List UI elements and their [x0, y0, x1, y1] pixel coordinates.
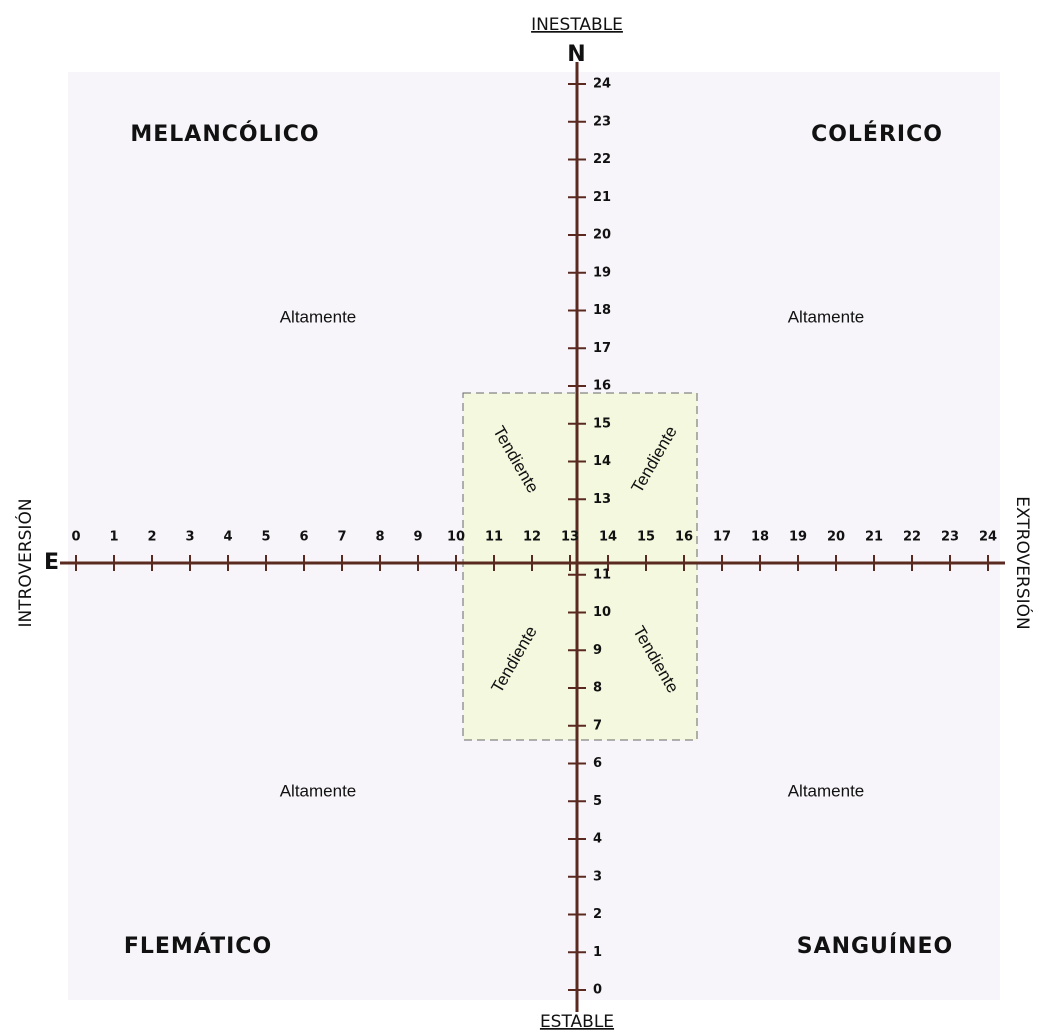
x-tick-label: 9 — [413, 530, 422, 545]
x-tick-label: 21 — [865, 530, 883, 545]
quadrant-name: COLÉRICO — [811, 121, 943, 147]
y-tick-label: 9 — [593, 643, 602, 658]
bottom-label: ESTABLE — [540, 1012, 614, 1032]
left-letter: E — [44, 550, 60, 575]
y-tick-label: 0 — [593, 983, 602, 998]
x-tick-label: 6 — [299, 530, 308, 545]
y-tick-label: 5 — [593, 794, 602, 809]
x-tick-label: 20 — [827, 530, 845, 545]
x-tick-label: 15 — [637, 530, 655, 545]
x-tick-label: 22 — [903, 530, 921, 545]
x-tick-label: 10 — [447, 530, 465, 545]
y-tick-label: 13 — [593, 492, 611, 507]
quadrant-name: FLEMÁTICO — [124, 933, 272, 959]
x-tick-label: 18 — [751, 530, 769, 545]
x-tick-label: 5 — [261, 530, 270, 545]
y-tick-label: 7 — [593, 718, 602, 733]
quadrant-level: Altamente — [280, 307, 357, 326]
x-tick-label: 2 — [147, 530, 156, 545]
quadrant-name: MELANCÓLICO — [130, 121, 319, 147]
x-tick-label: 11 — [485, 530, 503, 545]
y-tick-label: 19 — [593, 265, 611, 280]
y-tick-label: 6 — [593, 756, 602, 771]
y-tick-label: 17 — [593, 341, 611, 356]
x-tick-label: 23 — [941, 530, 959, 545]
y-tick-label: 14 — [593, 454, 611, 469]
y-tick-label: 4 — [593, 832, 602, 847]
y-tick-label: 16 — [593, 379, 611, 394]
y-tick-label: 1 — [593, 945, 602, 960]
x-tick-label: 3 — [185, 530, 194, 545]
x-tick-label: 13 — [561, 530, 579, 545]
y-tick-label: 15 — [593, 416, 611, 431]
y-tick-label: 8 — [593, 681, 602, 696]
x-tick-label: 14 — [599, 530, 617, 545]
y-tick-label: 2 — [593, 907, 602, 922]
x-tick-label: 8 — [375, 530, 384, 545]
quadrant-level: Altamente — [280, 781, 357, 800]
right-label: EXTROVERSIÓN — [1012, 496, 1034, 629]
y-tick-label: 23 — [593, 114, 611, 129]
quadrant-level: Altamente — [788, 781, 865, 800]
y-tick-label: 11 — [593, 567, 611, 582]
y-tick-label: 3 — [593, 869, 602, 884]
y-tick-label: 10 — [593, 605, 611, 620]
y-tick-label: 20 — [593, 228, 611, 243]
tendency-box — [462, 392, 698, 741]
y-tick-label: 18 — [593, 303, 611, 318]
x-tick-label: 4 — [223, 530, 232, 545]
x-tick-label: 19 — [789, 530, 807, 545]
x-tick-label: 1 — [109, 530, 118, 545]
x-tick-label: 16 — [675, 530, 693, 545]
x-tick-label: 7 — [337, 530, 346, 545]
y-tick-label: 24 — [593, 77, 611, 92]
x-tick-label: 12 — [523, 530, 541, 545]
y-tick-label: 22 — [593, 152, 611, 167]
y-tick-label: 21 — [593, 190, 611, 205]
quadrant-level: Altamente — [788, 307, 865, 326]
x-tick-label: 24 — [979, 530, 997, 545]
top-letter: N — [567, 42, 586, 67]
top-label: INESTABLE — [531, 15, 623, 35]
x-tick-label: 0 — [71, 530, 80, 545]
quadrant-name: SANGUÍNEO — [797, 933, 954, 959]
left-label: INTROVERSIÓN — [14, 498, 36, 627]
x-tick-label: 17 — [713, 530, 731, 545]
